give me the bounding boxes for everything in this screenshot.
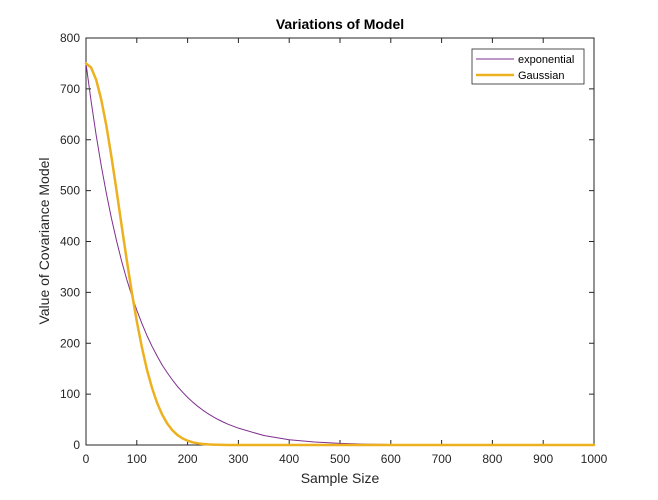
x-tick-label: 900 [533,452,553,466]
y-tick-label: 600 [60,133,80,147]
x-tick-label: 400 [279,452,299,466]
x-axis-label: Sample Size [301,470,380,486]
legend-label-exponential: exponential [518,54,574,66]
legend: exponential Gaussian [471,48,585,85]
y-tick-label: 100 [60,387,80,401]
y-tick-label: 800 [60,31,80,45]
x-tick-label: 200 [178,452,198,466]
series-line-gaussian [84,62,596,447]
legend-label-gaussian: Gaussian [518,70,564,82]
x-tick-label: 500 [330,452,350,466]
x-tick-label: 300 [228,452,248,466]
plot-area [85,37,595,446]
y-tick-label: 400 [60,235,80,249]
chart-title: Variations of Model [276,16,404,32]
y-tick-label: 300 [60,285,80,299]
x-axis-ticks: 0 100 200 300 400 500 600 700 800 900 1000 [83,38,608,466]
y-tick-label: 500 [60,184,80,198]
y-tick-label: 700 [60,82,80,96]
legend-box [471,48,585,85]
x-tick-label: 600 [381,452,401,466]
series-layer [84,62,596,447]
x-tick-label: 0 [83,452,90,466]
x-tick-label: 1000 [581,452,608,466]
x-tick-label: 800 [482,452,502,466]
series-line-exponential [85,62,595,446]
y-tick-label: 200 [60,336,80,350]
x-tick-label: 700 [432,452,452,466]
x-tick-label: 100 [127,452,147,466]
y-tick-label: 0 [73,438,80,452]
y-axis-label: Value of Covariance Model [36,157,52,324]
y-axis-ticks: 0 100 200 300 400 500 600 700 800 [60,31,594,452]
